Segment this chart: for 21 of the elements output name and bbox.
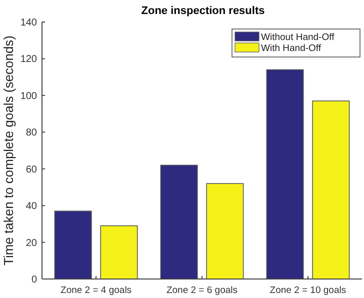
y-tick-label: 120 (20, 54, 38, 66)
legend-label: With Hand-Off (261, 43, 322, 54)
bar (54, 210, 92, 280)
bar (160, 164, 198, 280)
y-tick-label: 140 (20, 18, 38, 28)
y-tick-label: 80 (26, 128, 38, 139)
x-tick-label: Zone 2 = 6 goals (166, 285, 238, 296)
bar (312, 100, 350, 280)
y-axis-title: Time taken to complete goals (seconds) (1, 35, 16, 266)
y-tick-label: 0 (31, 274, 38, 286)
chart-title: Zone inspection results (141, 5, 265, 17)
bar (100, 225, 138, 280)
y-tick-label: 40 (26, 201, 38, 212)
y-tick-label: 100 (20, 90, 38, 102)
bar (206, 183, 244, 280)
x-tick-label: Zone 2 = 4 goals (60, 285, 132, 296)
legend-label: Without Hand-Off (261, 32, 335, 43)
bar (266, 69, 304, 280)
y-tick-label: 60 (26, 164, 38, 176)
x-tick-label: Zone 2 = 10 goals (270, 285, 346, 296)
y-tick-label: 20 (26, 238, 38, 249)
